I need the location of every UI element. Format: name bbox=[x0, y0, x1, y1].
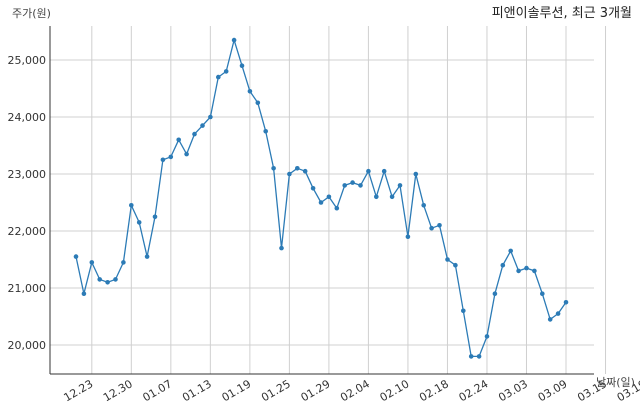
data-point bbox=[231, 37, 237, 43]
data-point bbox=[144, 254, 150, 259]
data-point bbox=[374, 194, 379, 200]
data-point bbox=[113, 277, 118, 282]
data-point bbox=[342, 183, 348, 188]
x-tick-label: 02.18 bbox=[417, 377, 451, 404]
data-point bbox=[524, 265, 529, 271]
data-point bbox=[121, 260, 126, 265]
data-point bbox=[413, 171, 419, 177]
x-tick-label: 02.24 bbox=[457, 377, 491, 404]
series-line-layer bbox=[73, 37, 569, 359]
data-point bbox=[97, 277, 102, 282]
data-point bbox=[168, 154, 174, 160]
data-point bbox=[508, 248, 513, 254]
data-point bbox=[516, 268, 521, 274]
x-tick-label: 01.13 bbox=[180, 377, 214, 404]
y-tick-label: 25,000 bbox=[8, 54, 47, 67]
data-point bbox=[547, 317, 553, 322]
data-point bbox=[287, 171, 292, 177]
data-point bbox=[263, 129, 269, 134]
data-point bbox=[350, 180, 355, 185]
x-tick-label: 12.30 bbox=[101, 377, 135, 404]
data-point bbox=[176, 137, 181, 143]
data-point bbox=[358, 183, 363, 188]
data-point bbox=[492, 291, 498, 297]
x-tick-label: 02.04 bbox=[338, 377, 372, 404]
y-tick-labels: 20,000 21,000 22,000 23,000 24,000 25,000 bbox=[8, 54, 47, 352]
data-point bbox=[389, 194, 395, 200]
data-point bbox=[89, 260, 95, 265]
x-axis-title: 날짜(일) bbox=[596, 375, 635, 389]
data-point bbox=[81, 291, 87, 297]
data-point bbox=[437, 223, 442, 228]
data-point bbox=[500, 262, 506, 268]
data-point bbox=[129, 203, 134, 208]
x-tick-label: 02.10 bbox=[378, 377, 412, 404]
data-point bbox=[310, 186, 316, 191]
y-tick-label: 22,000 bbox=[8, 225, 47, 238]
data-point bbox=[136, 220, 142, 225]
data-point bbox=[540, 291, 545, 297]
data-point bbox=[271, 166, 276, 171]
x-tick-label: 01.25 bbox=[259, 377, 293, 404]
data-point bbox=[239, 63, 245, 68]
x-tick-label: 01.07 bbox=[141, 377, 175, 404]
x-tick-label: 03.09 bbox=[536, 377, 570, 404]
data-point bbox=[405, 234, 411, 239]
y-tick-label: 23,000 bbox=[8, 168, 47, 181]
data-point bbox=[555, 311, 561, 316]
x-tick-labels: 12.23 12.30 01.07 01.13 01.19 01.25 01.29 02.04… bbox=[62, 377, 640, 413]
data-point bbox=[366, 168, 371, 174]
data-point bbox=[208, 114, 213, 120]
x-tick-label: 01.19 bbox=[220, 377, 254, 404]
data-point bbox=[461, 308, 466, 314]
data-point bbox=[302, 168, 308, 174]
data-point bbox=[318, 200, 324, 205]
data-point bbox=[397, 183, 403, 188]
data-point bbox=[476, 354, 482, 359]
axes bbox=[49, 26, 594, 375]
grid bbox=[50, 26, 607, 374]
data-point bbox=[381, 168, 387, 174]
y-tick-label: 20,000 bbox=[8, 339, 47, 352]
data-point bbox=[484, 334, 490, 339]
data-point bbox=[421, 203, 427, 208]
data-point bbox=[429, 225, 434, 231]
data-point bbox=[223, 69, 229, 74]
data-point bbox=[216, 74, 221, 80]
data-point bbox=[192, 131, 197, 137]
data-point bbox=[453, 262, 458, 268]
data-point bbox=[563, 300, 569, 305]
data-point bbox=[468, 354, 474, 359]
data-point bbox=[247, 89, 253, 94]
chart-title: 피앤이솔루션, 최근 3개월 bbox=[492, 6, 632, 21]
data-point bbox=[532, 268, 537, 274]
data-point bbox=[73, 254, 79, 259]
x-tick-label: 01.29 bbox=[299, 377, 333, 404]
data-point bbox=[334, 205, 340, 211]
data-point bbox=[255, 100, 261, 106]
data-point bbox=[160, 157, 166, 163]
y-tick-label: 21,000 bbox=[8, 282, 47, 295]
data-point bbox=[184, 151, 189, 157]
data-point bbox=[279, 245, 284, 251]
data-point bbox=[445, 257, 450, 262]
x-tick-label: 03.03 bbox=[496, 377, 530, 404]
data-point bbox=[295, 166, 300, 171]
data-point bbox=[200, 123, 205, 128]
y-axis-title: 주가(원) bbox=[12, 7, 51, 20]
data-point bbox=[326, 194, 332, 200]
data-point bbox=[152, 214, 158, 220]
y-tick-label: 24,000 bbox=[8, 111, 47, 124]
data-point bbox=[105, 280, 110, 285]
series-line bbox=[75, 39, 567, 358]
x-tick-label: 12.23 bbox=[62, 377, 96, 404]
